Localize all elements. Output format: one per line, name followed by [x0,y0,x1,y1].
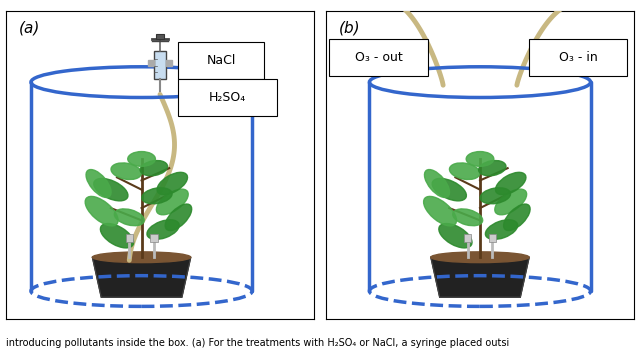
Ellipse shape [495,189,527,215]
Ellipse shape [485,220,518,239]
Text: (a): (a) [19,21,40,36]
Ellipse shape [111,163,141,180]
Ellipse shape [86,170,111,197]
Ellipse shape [439,224,472,248]
Ellipse shape [480,188,511,204]
FancyBboxPatch shape [330,39,428,76]
Ellipse shape [92,252,191,263]
Polygon shape [92,257,191,297]
FancyBboxPatch shape [179,42,264,79]
Ellipse shape [85,196,118,226]
Ellipse shape [504,204,530,230]
Polygon shape [166,60,172,66]
Ellipse shape [115,209,144,226]
Polygon shape [148,60,154,66]
FancyBboxPatch shape [156,34,164,39]
Ellipse shape [424,196,456,226]
Text: O₃ - in: O₃ - in [559,51,598,64]
FancyBboxPatch shape [529,39,627,76]
Ellipse shape [431,252,529,263]
Ellipse shape [100,224,134,248]
FancyBboxPatch shape [125,234,133,242]
Ellipse shape [128,152,156,166]
Ellipse shape [157,172,188,195]
Ellipse shape [93,179,128,201]
FancyBboxPatch shape [488,234,496,242]
Text: introducing pollutants inside the box. (a) For the treatments with H₂SO₄ or NaCl: introducing pollutants inside the box. (… [6,338,509,348]
Ellipse shape [156,189,188,215]
Ellipse shape [140,160,168,176]
Ellipse shape [466,152,494,166]
Ellipse shape [141,188,172,204]
FancyBboxPatch shape [150,234,157,242]
Ellipse shape [147,220,179,239]
Ellipse shape [452,209,483,226]
Ellipse shape [424,170,449,197]
FancyBboxPatch shape [464,234,472,242]
Text: O₃ - out: O₃ - out [355,51,403,64]
Ellipse shape [449,163,480,180]
Polygon shape [431,257,529,297]
Text: NaCl: NaCl [207,54,236,67]
Text: H₂SO₄: H₂SO₄ [209,91,246,104]
Ellipse shape [165,204,192,230]
Ellipse shape [479,160,506,176]
Ellipse shape [432,179,467,201]
FancyBboxPatch shape [179,79,276,116]
Ellipse shape [495,172,526,195]
FancyBboxPatch shape [154,51,166,79]
Text: (b): (b) [339,21,360,36]
